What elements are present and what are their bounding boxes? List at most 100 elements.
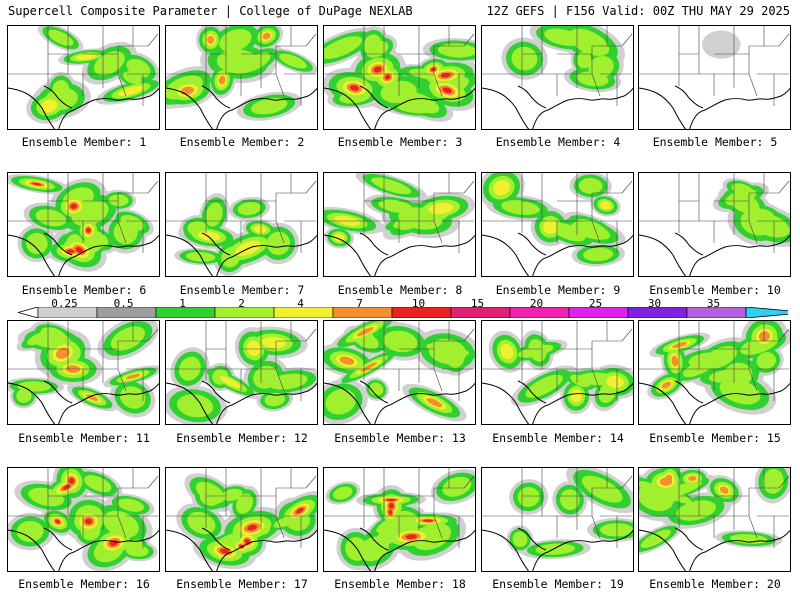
colorbar-max-arrow — [745, 307, 788, 318]
scp-shading — [324, 26, 475, 122]
coastline — [43, 232, 73, 256]
coastline — [674, 527, 704, 551]
coastline — [639, 529, 790, 571]
colorbar-tick-label: 0.5 — [113, 297, 134, 310]
member-label: Ensemble Member: 3 — [337, 135, 463, 149]
member-label: Ensemble Member: 7 — [179, 283, 305, 297]
coastline — [43, 85, 73, 109]
coastline — [359, 232, 389, 256]
colorbar-tick-label: 7 — [356, 297, 363, 310]
scp-shading — [647, 321, 790, 415]
scp-field-map — [8, 26, 159, 129]
ensemble-map-6 — [7, 172, 160, 277]
member-label: Ensemble Member: 1 — [21, 135, 147, 149]
scp-shading — [26, 26, 159, 124]
colorbar-tick-label: 1 — [179, 297, 186, 310]
colorbar — [18, 307, 788, 318]
coastline — [639, 87, 790, 129]
scp-shading — [174, 193, 300, 276]
scp-shading — [712, 178, 790, 248]
coastline — [43, 380, 73, 404]
colorbar-tick-label: 30 — [647, 297, 662, 310]
scp-field-map — [324, 173, 475, 276]
member-label: Ensemble Member: 19 — [492, 577, 624, 591]
scp-shading — [166, 26, 317, 121]
scp-field-map — [482, 173, 633, 276]
coastline — [674, 380, 704, 404]
model-valid-time: 12Z GEFS | F156 Valid: 00Z THU MAY 29 20… — [486, 4, 790, 18]
scp-field-map — [639, 468, 790, 571]
member-label: Ensemble Member: 16 — [18, 577, 150, 591]
scp-field-map — [166, 468, 317, 571]
coastline — [201, 380, 231, 404]
coastline — [43, 527, 73, 551]
scp-shading — [324, 321, 475, 424]
colorbar-tick-label: 20 — [529, 297, 544, 310]
map-title: Supercell Composite Parameter | College … — [8, 4, 413, 18]
member-label: Ensemble Member: 15 — [649, 431, 781, 445]
colorbar-tick-label: 15 — [470, 297, 485, 310]
scp-shading — [324, 173, 475, 249]
scp-field-map — [639, 26, 790, 129]
member-label: Ensemble Member: 14 — [492, 431, 624, 445]
member-label: Ensemble Member: 17 — [176, 577, 308, 591]
scp-field-map — [166, 173, 317, 276]
coastline — [482, 87, 633, 129]
member-label: Ensemble Member: 10 — [649, 283, 781, 297]
scp-field-map — [324, 321, 475, 424]
member-label: Ensemble Member: 13 — [334, 431, 466, 445]
scp-field-map — [482, 468, 633, 571]
scp-field-map — [8, 468, 159, 571]
coastline — [482, 234, 633, 276]
ensemble-map-18 — [323, 467, 476, 572]
coastline — [201, 232, 231, 256]
coastline — [674, 232, 704, 256]
scp-shading — [8, 174, 154, 272]
coastline — [482, 529, 633, 571]
coastline — [201, 85, 231, 109]
ensemble-map-19 — [481, 467, 634, 572]
scp-shading — [8, 321, 159, 418]
coastline — [517, 232, 547, 256]
coastline — [201, 527, 231, 551]
ensemble-map-11 — [7, 320, 160, 425]
member-label: Ensemble Member: 8 — [337, 283, 463, 297]
scp-field-map — [8, 173, 159, 276]
scp-field-map — [166, 26, 317, 129]
scp-shading — [8, 468, 158, 571]
member-label: Ensemble Member: 11 — [18, 431, 150, 445]
scp-field-map — [324, 468, 475, 571]
coastline — [359, 380, 389, 404]
scp-field-map — [482, 26, 633, 129]
colorbar-tick-label: 10 — [411, 297, 426, 310]
ensemble-map-4 — [481, 25, 634, 130]
ensemble-map-12 — [165, 320, 318, 425]
scp-field-map — [482, 321, 633, 424]
ensemble-map-15 — [638, 320, 791, 425]
member-label: Ensemble Member: 6 — [21, 283, 147, 297]
ensemble-map-5 — [638, 25, 791, 130]
scp-field-map — [639, 321, 790, 424]
scp-shading — [325, 469, 475, 571]
coastline — [639, 234, 790, 276]
colorbar-min-arrow — [18, 307, 39, 318]
scp-shading — [501, 26, 626, 93]
scp-shading — [482, 173, 626, 267]
coastline — [8, 382, 159, 424]
coastline — [324, 382, 475, 424]
scp-field-map — [166, 321, 317, 424]
coastline — [359, 85, 389, 109]
coastline — [8, 87, 159, 129]
coastline — [8, 529, 159, 571]
coastline — [324, 529, 475, 571]
colorbar-tick-label: 2 — [238, 297, 245, 310]
scp-shading — [488, 330, 633, 415]
coastline — [324, 234, 475, 276]
scp-shading — [176, 473, 317, 570]
coastline — [517, 85, 547, 109]
coastline — [324, 87, 475, 129]
scp-shading — [702, 30, 741, 59]
ensemble-map-7 — [165, 172, 318, 277]
member-label: Ensemble Member: 4 — [495, 135, 621, 149]
member-label: Ensemble Member: 12 — [176, 431, 308, 445]
